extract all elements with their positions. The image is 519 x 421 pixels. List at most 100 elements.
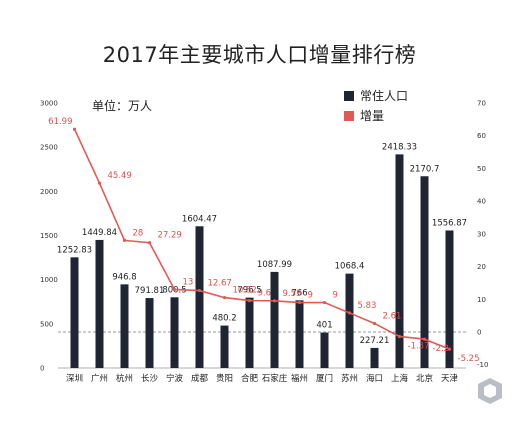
bar-6 [220, 325, 229, 368]
increase-point-6 [222, 295, 227, 300]
bar-label-7: 796.5 [237, 286, 261, 296]
right-axis-tick-1: 0 [477, 329, 481, 337]
bar-label-13: 2418.33 [382, 142, 417, 152]
bar-13 [395, 154, 404, 368]
increase-point-3 [147, 241, 152, 245]
legend-swatch-increase [344, 111, 354, 121]
right-axis-tick-8: 70 [477, 100, 486, 108]
category-label-15: 天津 [441, 373, 459, 384]
increase-label-15: -5.25 [458, 354, 480, 364]
left-axis-tick-0: 0 [40, 365, 44, 373]
left-axis-tick-4: 2000 [40, 188, 58, 196]
increase-line [73, 128, 450, 350]
increase-point-1 [97, 181, 102, 185]
increase-label-0: 61.99 [48, 117, 72, 127]
increase-label-11: 5.83 [358, 301, 377, 311]
right-axis-tick-7: 60 [477, 132, 486, 140]
increase-label-13: -1.37 [408, 341, 430, 351]
increase-label-3: 27.29 [158, 231, 182, 241]
increase-label-8: 9.53 [283, 289, 302, 299]
category-label-10: 厦门 [316, 373, 333, 384]
increase-label-10: 9 [333, 291, 338, 301]
bar-label-8: 1087.99 [257, 260, 292, 270]
right-axis-tick-5: 40 [477, 198, 486, 206]
increase-point-10 [322, 300, 327, 305]
legend-label-increase: 增量 [360, 109, 384, 123]
bar-9 [295, 300, 304, 368]
bar-label-11: 1068.4 [335, 262, 365, 272]
logo-icon [478, 378, 502, 404]
category-label-14: 北京 [416, 373, 433, 384]
bar-15 [445, 230, 454, 368]
bar-2 [120, 284, 129, 368]
bar-5 [195, 226, 204, 368]
increase-point-9 [297, 300, 302, 305]
increase-point-5 [197, 288, 202, 293]
right-axis-tick-3: 20 [477, 263, 486, 271]
legend: 常住人口 增量 [344, 89, 408, 123]
bar-label-9: 766 [291, 288, 307, 298]
left-axis-tick-1: 500 [40, 320, 53, 328]
bar-label-2: 946.8 [112, 272, 136, 282]
logo-inner [484, 384, 496, 398]
chart-title: 2017年主要城市人口增量排行榜 [103, 43, 416, 67]
increase-label-5: 12.67 [208, 279, 232, 289]
increase-point-7 [247, 298, 252, 303]
left-axis-tick-3: 1500 [40, 232, 58, 240]
bar-label-10: 401 [316, 321, 332, 331]
plot-area: 0 500 1000 1500 2000 2500 3000 -10 0 10 20 30 40 50 60… [40, 100, 488, 385]
increase-point-14 [422, 337, 427, 341]
increase-point-8 [272, 299, 277, 303]
category-label-12: 海口 [366, 373, 383, 384]
bar-3 [145, 298, 154, 368]
category-label-1: 广州 [91, 373, 108, 384]
category-label-2: 杭州 [116, 373, 133, 384]
bar-11 [345, 273, 354, 368]
bar-4 [170, 297, 179, 368]
bar-label-6: 480.2 [212, 314, 236, 324]
category-label-11: 苏州 [341, 373, 358, 384]
bar-label-14: 2170.7 [410, 164, 440, 174]
increase-point-0 [72, 127, 77, 131]
category-label-13: 上海 [391, 373, 409, 384]
category-label-7: 合肥 [241, 373, 259, 384]
category-label-5: 成都 [191, 373, 209, 384]
legend-label-population: 常住人口 [360, 89, 408, 103]
category-label-0: 深圳 [66, 373, 83, 384]
bar-0 [70, 257, 79, 368]
legend-swatch-population [344, 91, 354, 101]
right-axis-tick-6: 50 [477, 165, 486, 173]
increase-label-9: 9 [308, 291, 313, 301]
increase-point-12 [372, 321, 377, 326]
bar-label-3: 791.81 [135, 286, 165, 296]
bar-10 [320, 332, 329, 368]
bar-12 [370, 347, 379, 368]
increase-point-4 [172, 287, 177, 292]
increase-point-13 [397, 334, 402, 339]
increase-point-2 [122, 238, 127, 242]
bar-label-0: 1252.83 [57, 245, 92, 255]
increase-label-14: -2.2 [433, 344, 450, 354]
right-axis-tick-0: -10 [477, 361, 488, 369]
increase-point-11 [347, 311, 352, 315]
category-label-8: 石家庄 [262, 373, 288, 384]
left-axis-tick-2: 1000 [40, 276, 58, 284]
increase-label-4: 13 [183, 277, 194, 287]
right-axis-tick-2: 10 [477, 296, 486, 304]
bar-label-15: 1556.87 [432, 218, 467, 228]
category-label-9: 福州 [291, 373, 308, 384]
increase-point-15 [447, 347, 452, 351]
unit-label: 单位：万人 [92, 98, 152, 113]
left-axis-tick-6: 3000 [40, 100, 58, 108]
bar-label-1: 1449.84 [82, 228, 117, 238]
bar-14 [420, 176, 429, 368]
bar-label-12: 227.21 [360, 336, 390, 346]
bar-8 [270, 271, 279, 368]
increase-label-7: 9.6 [258, 289, 272, 299]
bar-label-5: 1604.47 [182, 214, 217, 224]
increase-label-6: 10.52 [233, 286, 257, 296]
increase-label-2: 28 [133, 228, 144, 238]
increase-label-1: 45.49 [108, 171, 132, 181]
